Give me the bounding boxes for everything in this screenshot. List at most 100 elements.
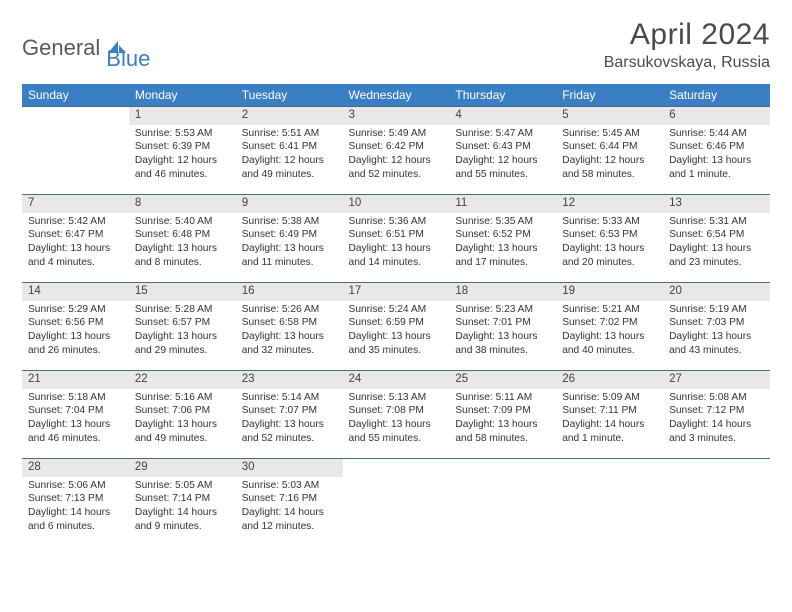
day-content-cell: Sunrise: 5:13 AMSunset: 7:08 PMDaylight:… [343,389,450,459]
day-content-cell: Sunrise: 5:40 AMSunset: 6:48 PMDaylight:… [129,213,236,283]
day-content-cell: Sunrise: 5:19 AMSunset: 7:03 PMDaylight:… [663,301,770,371]
location-label: Barsukovskaya, Russia [604,54,770,72]
sunset-text: Sunset: 6:58 PM [242,316,337,330]
daylight-text-2: and 23 minutes. [669,256,764,270]
sunrise-text: Sunrise: 5:24 AM [349,303,444,317]
sunrise-text: Sunrise: 5:40 AM [135,215,230,229]
day-content-cell: Sunrise: 5:36 AMSunset: 6:51 PMDaylight:… [343,213,450,283]
day-content-cell: Sunrise: 5:14 AMSunset: 7:07 PMDaylight:… [236,389,343,459]
day-number-cell [449,459,556,477]
day-content-cell: Sunrise: 5:23 AMSunset: 7:01 PMDaylight:… [449,301,556,371]
day-number-cell: 22 [129,371,236,389]
sunrise-text: Sunrise: 5:31 AM [669,215,764,229]
day-content-cell: Sunrise: 5:45 AMSunset: 6:44 PMDaylight:… [556,125,663,195]
daylight-text-2: and 58 minutes. [455,432,550,446]
logo: General Blue [22,18,150,72]
day-content-cell: Sunrise: 5:51 AMSunset: 6:41 PMDaylight:… [236,125,343,195]
day-number-cell: 27 [663,371,770,389]
day-content-cell [449,477,556,547]
sunrise-text: Sunrise: 5:47 AM [455,127,550,141]
daylight-text: Daylight: 13 hours [669,242,764,256]
sunset-text: Sunset: 7:07 PM [242,404,337,418]
day-content-cell: Sunrise: 5:49 AMSunset: 6:42 PMDaylight:… [343,125,450,195]
day-number-cell: 5 [556,107,663,125]
weekday-header-row: Sunday Monday Tuesday Wednesday Thursday… [22,84,770,107]
day-number-cell: 26 [556,371,663,389]
sunset-text: Sunset: 6:41 PM [242,140,337,154]
sunset-text: Sunset: 6:54 PM [669,228,764,242]
daylight-text: Daylight: 12 hours [562,154,657,168]
sunrise-text: Sunrise: 5:03 AM [242,479,337,493]
day-content-cell: Sunrise: 5:05 AMSunset: 7:14 PMDaylight:… [129,477,236,547]
daylight-text: Daylight: 14 hours [242,506,337,520]
sunset-text: Sunset: 7:13 PM [28,492,123,506]
day-content-cell: Sunrise: 5:09 AMSunset: 7:11 PMDaylight:… [556,389,663,459]
daylight-text-2: and 55 minutes. [455,168,550,182]
day-number-cell: 10 [343,195,450,213]
daylight-text-2: and 49 minutes. [135,432,230,446]
sunset-text: Sunset: 7:12 PM [669,404,764,418]
day-number-cell: 23 [236,371,343,389]
sunset-text: Sunset: 6:48 PM [135,228,230,242]
day-content-row: Sunrise: 5:18 AMSunset: 7:04 PMDaylight:… [22,389,770,459]
day-content-cell: Sunrise: 5:42 AMSunset: 6:47 PMDaylight:… [22,213,129,283]
day-number-cell: 12 [556,195,663,213]
daylight-text: Daylight: 13 hours [28,330,123,344]
day-number-cell: 29 [129,459,236,477]
logo-text-general: General [22,35,100,61]
day-number-cell: 13 [663,195,770,213]
month-title: April 2024 [604,18,770,52]
day-number-cell [343,459,450,477]
day-number-cell: 20 [663,283,770,301]
sunrise-text: Sunrise: 5:35 AM [455,215,550,229]
daylight-text: Daylight: 13 hours [349,242,444,256]
daylight-text-2: and 32 minutes. [242,344,337,358]
daylight-text: Daylight: 13 hours [349,418,444,432]
sunrise-text: Sunrise: 5:28 AM [135,303,230,317]
sunrise-text: Sunrise: 5:45 AM [562,127,657,141]
daylight-text-2: and 55 minutes. [349,432,444,446]
daylight-text-2: and 35 minutes. [349,344,444,358]
day-content-cell: Sunrise: 5:35 AMSunset: 6:52 PMDaylight:… [449,213,556,283]
daylight-text-2: and 9 minutes. [135,520,230,534]
day-content-row: Sunrise: 5:06 AMSunset: 7:13 PM Daylight:… [22,477,770,547]
daylight-text: Daylight: 14 hours [562,418,657,432]
daylight-text: Daylight: 13 hours [669,330,764,344]
daylight-text-2: and 11 minutes. [242,256,337,270]
daylight-text-2: and 38 minutes. [455,344,550,358]
sunrise-text: Sunrise: 5:14 AM [242,391,337,405]
day-number-row: 14151617181920 [22,283,770,301]
day-number-cell: 9 [236,195,343,213]
daylight-text-2: and 46 minutes. [28,432,123,446]
day-content-row: Sunrise: 5:42 AMSunset: 6:47 PMDaylight:… [22,213,770,283]
sunrise-text: Sunrise: 5:49 AM [349,127,444,141]
sunset-text: Sunset: 7:11 PM [562,404,657,418]
day-content-cell: Sunrise: 5:03 AMSunset: 7:16 PMDaylight:… [236,477,343,547]
day-number-row: 123456 [22,107,770,125]
day-content-cell: Sunrise: 5:31 AMSunset: 6:54 PMDaylight:… [663,213,770,283]
day-number-row: 21222324252627 [22,371,770,389]
sunset-text: Sunset: 6:44 PM [562,140,657,154]
day-number-cell [556,459,663,477]
title-block: April 2024 Barsukovskaya, Russia [604,18,770,72]
sunset-text: Sunset: 6:51 PM [349,228,444,242]
sunset-text: Sunset: 7:06 PM [135,404,230,418]
day-number-cell: 18 [449,283,556,301]
day-number-row: 282930 [22,459,770,477]
day-number-cell: 16 [236,283,343,301]
sunrise-text: Sunrise: 5:08 AM [669,391,764,405]
day-number-cell [22,107,129,125]
daylight-text: Daylight: 13 hours [28,242,123,256]
sunset-text: Sunset: 6:52 PM [455,228,550,242]
sunrise-text: Sunrise: 5:09 AM [562,391,657,405]
day-content-cell: Sunrise: 5:24 AMSunset: 6:59 PMDaylight:… [343,301,450,371]
sunrise-text: Sunrise: 5:06 AM [28,479,123,493]
sunrise-text: Sunrise: 5:16 AM [135,391,230,405]
day-number-cell [663,459,770,477]
page-header: General Blue April 2024 Barsukovskaya, R… [22,18,770,72]
sunrise-text: Sunrise: 5:13 AM [349,391,444,405]
sunset-text: Sunset: 6:57 PM [135,316,230,330]
day-content-cell: Sunrise: 5:29 AMSunset: 6:56 PMDaylight:… [22,301,129,371]
daylight-text: Daylight: 13 hours [242,330,337,344]
sunrise-text: Sunrise: 5:19 AM [669,303,764,317]
